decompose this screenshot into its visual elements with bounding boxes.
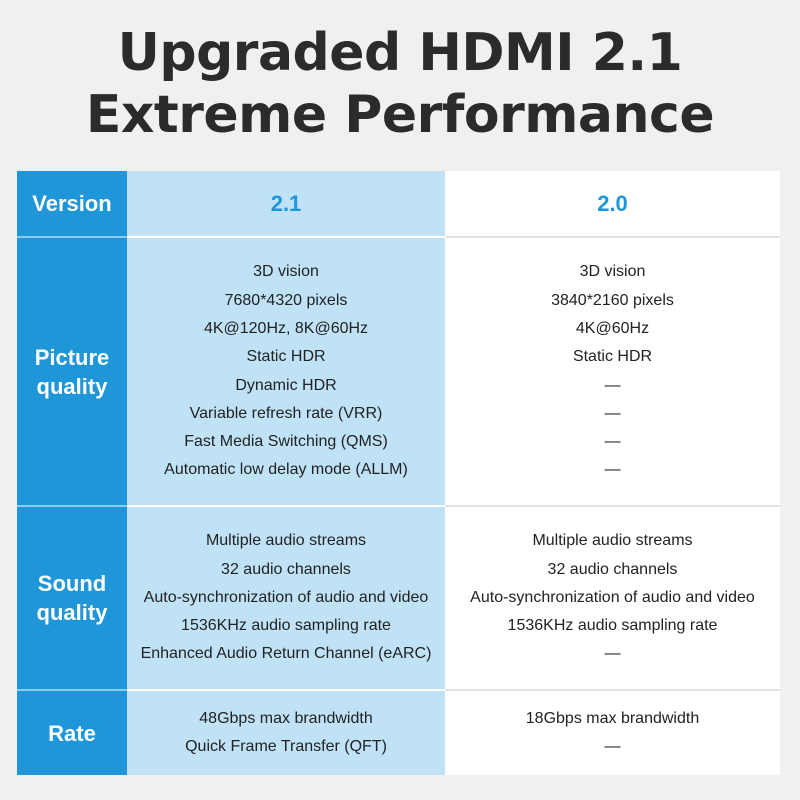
cell-line: 1536KHz audio sampling rate bbox=[507, 617, 718, 635]
cell-line: 18Gbps max brandwidth bbox=[525, 709, 700, 727]
cell-line: — bbox=[604, 645, 621, 663]
cell-line: Enhanced Audio Return Channel (eARC) bbox=[140, 645, 432, 663]
header-label: Version bbox=[17, 171, 127, 236]
cell-line: 4K@120Hz, 8K@60Hz bbox=[203, 319, 369, 337]
comparison-table: Version 2.1 2.0 Picture quality 3D visio… bbox=[17, 171, 780, 775]
header-row: Version 2.1 2.0 bbox=[17, 171, 780, 236]
picture-col-2-0: 3D vision 3840*2160 pixels 4K@60Hz Stati… bbox=[445, 236, 780, 505]
cell-line: Static HDR bbox=[572, 348, 653, 366]
picture-col-2-1: 3D vision 7680*4320 pixels 4K@120Hz, 8K@… bbox=[127, 236, 445, 505]
rate-row: Rate 48Gbps max brandwidth Quick Frame T… bbox=[17, 689, 780, 775]
rate-label: Rate bbox=[17, 689, 127, 775]
cell-line: Automatic low delay mode (ALLM) bbox=[164, 461, 408, 479]
rate-col-2-0: 18Gbps max brandwidth — bbox=[445, 689, 780, 775]
sound-quality-label: Sound quality bbox=[17, 505, 127, 689]
picture-quality-label: Picture quality bbox=[17, 236, 127, 505]
cell-line: — bbox=[604, 404, 621, 422]
cell-line: 7680*4320 pixels bbox=[224, 291, 348, 309]
cell-line: 3D vision bbox=[253, 263, 319, 281]
title-line-2: Extreme Performance bbox=[85, 85, 715, 145]
cell-line: 32 audio channels bbox=[221, 560, 351, 578]
title-line-1: Upgraded HDMI 2.1 bbox=[117, 23, 683, 83]
picture-label-line-1: Picture bbox=[34, 344, 110, 370]
cell-line: Variable refresh rate (VRR) bbox=[189, 404, 383, 422]
cell-line: — bbox=[604, 738, 621, 755]
sound-label-line-2: quality bbox=[36, 600, 108, 625]
cell-line: Auto-synchronization of audio and video bbox=[143, 588, 429, 606]
sound-quality-row: Sound quality Multiple audio streams 32 … bbox=[17, 505, 780, 689]
rate-col-2-1: 48Gbps max brandwidth Quick Frame Transf… bbox=[127, 689, 445, 775]
page-title: Upgraded HDMI 2.1 Extreme Performance bbox=[0, 22, 800, 146]
cell-line: Dynamic HDR bbox=[235, 376, 337, 394]
cell-line: Multiple audio streams bbox=[532, 532, 693, 550]
header-col-2-1: 2.1 bbox=[127, 171, 445, 236]
cell-line: 1536KHz audio sampling rate bbox=[181, 617, 391, 635]
cell-line: — bbox=[604, 376, 621, 394]
cell-line: — bbox=[604, 433, 621, 451]
cell-line: Auto-synchronization of audio and video bbox=[470, 588, 755, 606]
cell-line: Multiple audio streams bbox=[205, 532, 367, 550]
cell-line: Fast Media Switching (QMS) bbox=[184, 433, 388, 451]
sound-label-line-1: Sound bbox=[37, 571, 107, 596]
cell-line: 4K@60Hz bbox=[575, 319, 650, 337]
cell-line: — bbox=[604, 461, 621, 479]
header-col-2-0: 2.0 bbox=[445, 171, 780, 236]
sound-col-2-1: Multiple audio streams 32 audio channels… bbox=[127, 505, 445, 689]
cell-line: 48Gbps max brandwidth bbox=[199, 709, 373, 727]
cell-line: 32 audio channels bbox=[547, 560, 678, 578]
cell-line: 3D vision bbox=[579, 263, 646, 281]
picture-quality-row: Picture quality 3D vision 7680*4320 pixe… bbox=[17, 236, 780, 505]
cell-line: 3840*2160 pixels bbox=[551, 291, 674, 309]
sound-col-2-0: Multiple audio streams 32 audio channels… bbox=[445, 505, 780, 689]
picture-label-line-2: quality bbox=[36, 373, 108, 399]
cell-line: Static HDR bbox=[246, 348, 326, 366]
cell-line: Quick Frame Transfer (QFT) bbox=[185, 738, 387, 755]
